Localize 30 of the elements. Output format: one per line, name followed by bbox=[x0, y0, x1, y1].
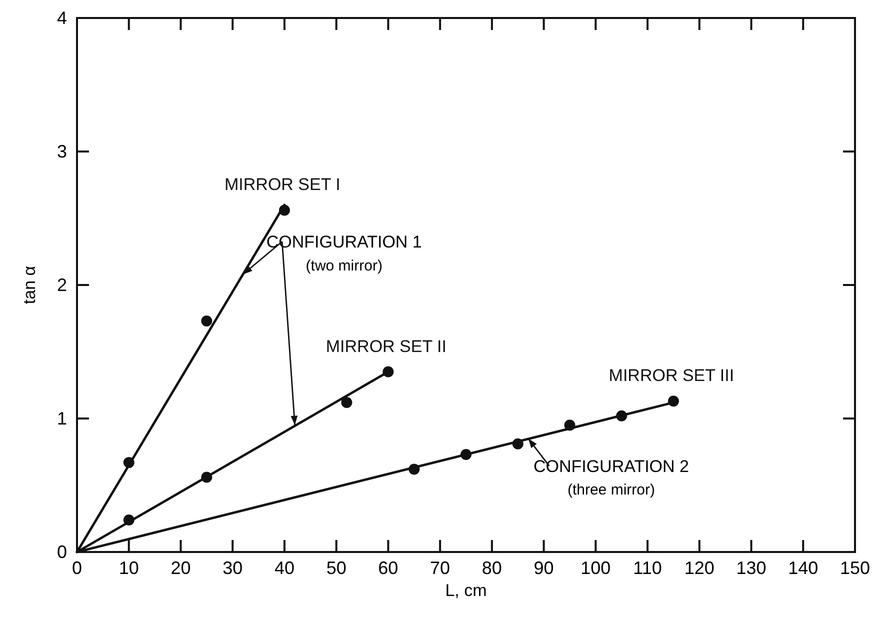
y-tick-label: 3 bbox=[56, 142, 67, 162]
x-tick-label: 40 bbox=[274, 558, 294, 578]
annotation: CONFIGURATION 1 bbox=[266, 232, 422, 252]
x-tick-label: 90 bbox=[534, 558, 554, 578]
annotation: CONFIGURATION 2 bbox=[533, 456, 689, 476]
x-tick-label: 120 bbox=[684, 558, 714, 578]
x-tick-label: 30 bbox=[222, 558, 243, 578]
series-label: MIRROR SET I bbox=[224, 175, 340, 194]
series-label: MIRROR SET II bbox=[326, 336, 446, 356]
x-tick-label: 110 bbox=[633, 558, 662, 578]
annotation: (two mirror) bbox=[306, 257, 382, 274]
x-tick-label: 10 bbox=[118, 558, 139, 578]
x-tick-label: 20 bbox=[170, 558, 191, 578]
x-tick-label: 140 bbox=[788, 558, 818, 578]
series-label: MIRROR SET III bbox=[608, 366, 734, 386]
x-tick-label: 130 bbox=[736, 558, 766, 578]
y-tick-label: 4 bbox=[56, 8, 67, 28]
x-tick-label: 80 bbox=[482, 558, 502, 578]
x-tick-label: 60 bbox=[378, 558, 398, 578]
y-tick-label: 1 bbox=[56, 408, 67, 428]
x-tick-label: 150 bbox=[840, 558, 870, 578]
x-tick-label: 70 bbox=[430, 558, 450, 578]
x-axis-title: L, cm bbox=[445, 581, 487, 600]
x-tick-label: 100 bbox=[580, 558, 611, 578]
y-tick-label: 0 bbox=[56, 542, 67, 562]
y-axis-title: tan α bbox=[20, 266, 39, 304]
x-tick-label: 50 bbox=[326, 558, 346, 578]
x-tick-label: 0 bbox=[72, 558, 82, 578]
annotation: (three mirror) bbox=[567, 482, 655, 499]
y-tick-label: 2 bbox=[56, 275, 67, 295]
